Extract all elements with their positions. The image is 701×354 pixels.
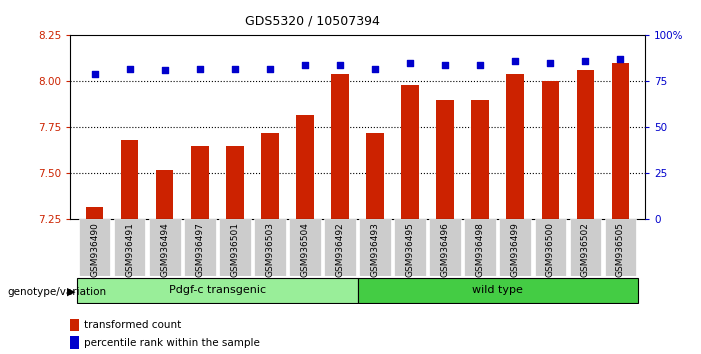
- Point: [404, 60, 416, 66]
- FancyBboxPatch shape: [358, 278, 638, 303]
- FancyBboxPatch shape: [79, 219, 111, 276]
- Bar: [261, 133, 278, 219]
- Point: [615, 57, 626, 62]
- Text: GDS5320 / 10507394: GDS5320 / 10507394: [245, 14, 380, 27]
- Text: GSM936493: GSM936493: [371, 222, 379, 277]
- Text: GSM936494: GSM936494: [161, 222, 169, 277]
- Text: GSM936498: GSM936498: [476, 222, 484, 277]
- Text: GSM936492: GSM936492: [336, 222, 344, 277]
- Text: wild type: wild type: [472, 285, 523, 295]
- Bar: [611, 63, 629, 219]
- Text: GSM936491: GSM936491: [125, 222, 134, 277]
- Text: genotype/variation: genotype/variation: [7, 287, 106, 297]
- Bar: [471, 100, 489, 219]
- Bar: [297, 115, 314, 219]
- Bar: [576, 70, 594, 219]
- Bar: [70, 319, 79, 331]
- Point: [510, 58, 521, 64]
- Text: GSM936504: GSM936504: [301, 222, 309, 277]
- Text: percentile rank within the sample: percentile rank within the sample: [85, 338, 260, 348]
- FancyBboxPatch shape: [394, 219, 426, 276]
- Bar: [86, 207, 104, 219]
- Bar: [121, 140, 138, 219]
- Bar: [542, 81, 559, 219]
- FancyBboxPatch shape: [535, 219, 566, 276]
- Text: GSM936499: GSM936499: [511, 222, 519, 277]
- FancyBboxPatch shape: [77, 278, 358, 303]
- FancyBboxPatch shape: [184, 219, 216, 276]
- Point: [299, 62, 311, 68]
- Point: [440, 62, 451, 68]
- Bar: [506, 74, 524, 219]
- Point: [264, 66, 275, 72]
- Point: [124, 66, 135, 72]
- Bar: [366, 133, 384, 219]
- Text: ▶: ▶: [67, 287, 75, 297]
- Text: GSM936505: GSM936505: [616, 222, 625, 277]
- FancyBboxPatch shape: [254, 219, 286, 276]
- FancyBboxPatch shape: [429, 219, 461, 276]
- Bar: [436, 100, 454, 219]
- Bar: [401, 85, 418, 219]
- Text: GSM936497: GSM936497: [196, 222, 204, 277]
- Point: [475, 62, 486, 68]
- Point: [229, 66, 240, 72]
- Point: [89, 71, 100, 77]
- FancyBboxPatch shape: [359, 219, 391, 276]
- Point: [369, 66, 381, 72]
- FancyBboxPatch shape: [219, 219, 251, 276]
- Text: GSM936495: GSM936495: [406, 222, 414, 277]
- Bar: [70, 336, 79, 349]
- Text: GSM936496: GSM936496: [441, 222, 449, 277]
- Text: GSM936490: GSM936490: [90, 222, 99, 277]
- Point: [580, 58, 591, 64]
- Text: Pdgf-c transgenic: Pdgf-c transgenic: [169, 285, 266, 295]
- FancyBboxPatch shape: [324, 219, 355, 276]
- FancyBboxPatch shape: [114, 219, 146, 276]
- Text: GSM936500: GSM936500: [546, 222, 554, 277]
- Text: GSM936503: GSM936503: [266, 222, 274, 277]
- Bar: [156, 170, 174, 219]
- Point: [194, 66, 205, 72]
- FancyBboxPatch shape: [289, 219, 320, 276]
- FancyBboxPatch shape: [149, 219, 181, 276]
- Text: GSM936502: GSM936502: [581, 222, 590, 277]
- Text: transformed count: transformed count: [85, 320, 182, 330]
- Bar: [191, 146, 209, 219]
- FancyBboxPatch shape: [604, 219, 637, 276]
- FancyBboxPatch shape: [464, 219, 496, 276]
- FancyBboxPatch shape: [499, 219, 531, 276]
- Bar: [226, 146, 244, 219]
- Text: GSM936501: GSM936501: [231, 222, 239, 277]
- Point: [159, 68, 170, 73]
- Point: [334, 62, 346, 68]
- Bar: [331, 74, 348, 219]
- Point: [545, 60, 556, 66]
- FancyBboxPatch shape: [569, 219, 601, 276]
